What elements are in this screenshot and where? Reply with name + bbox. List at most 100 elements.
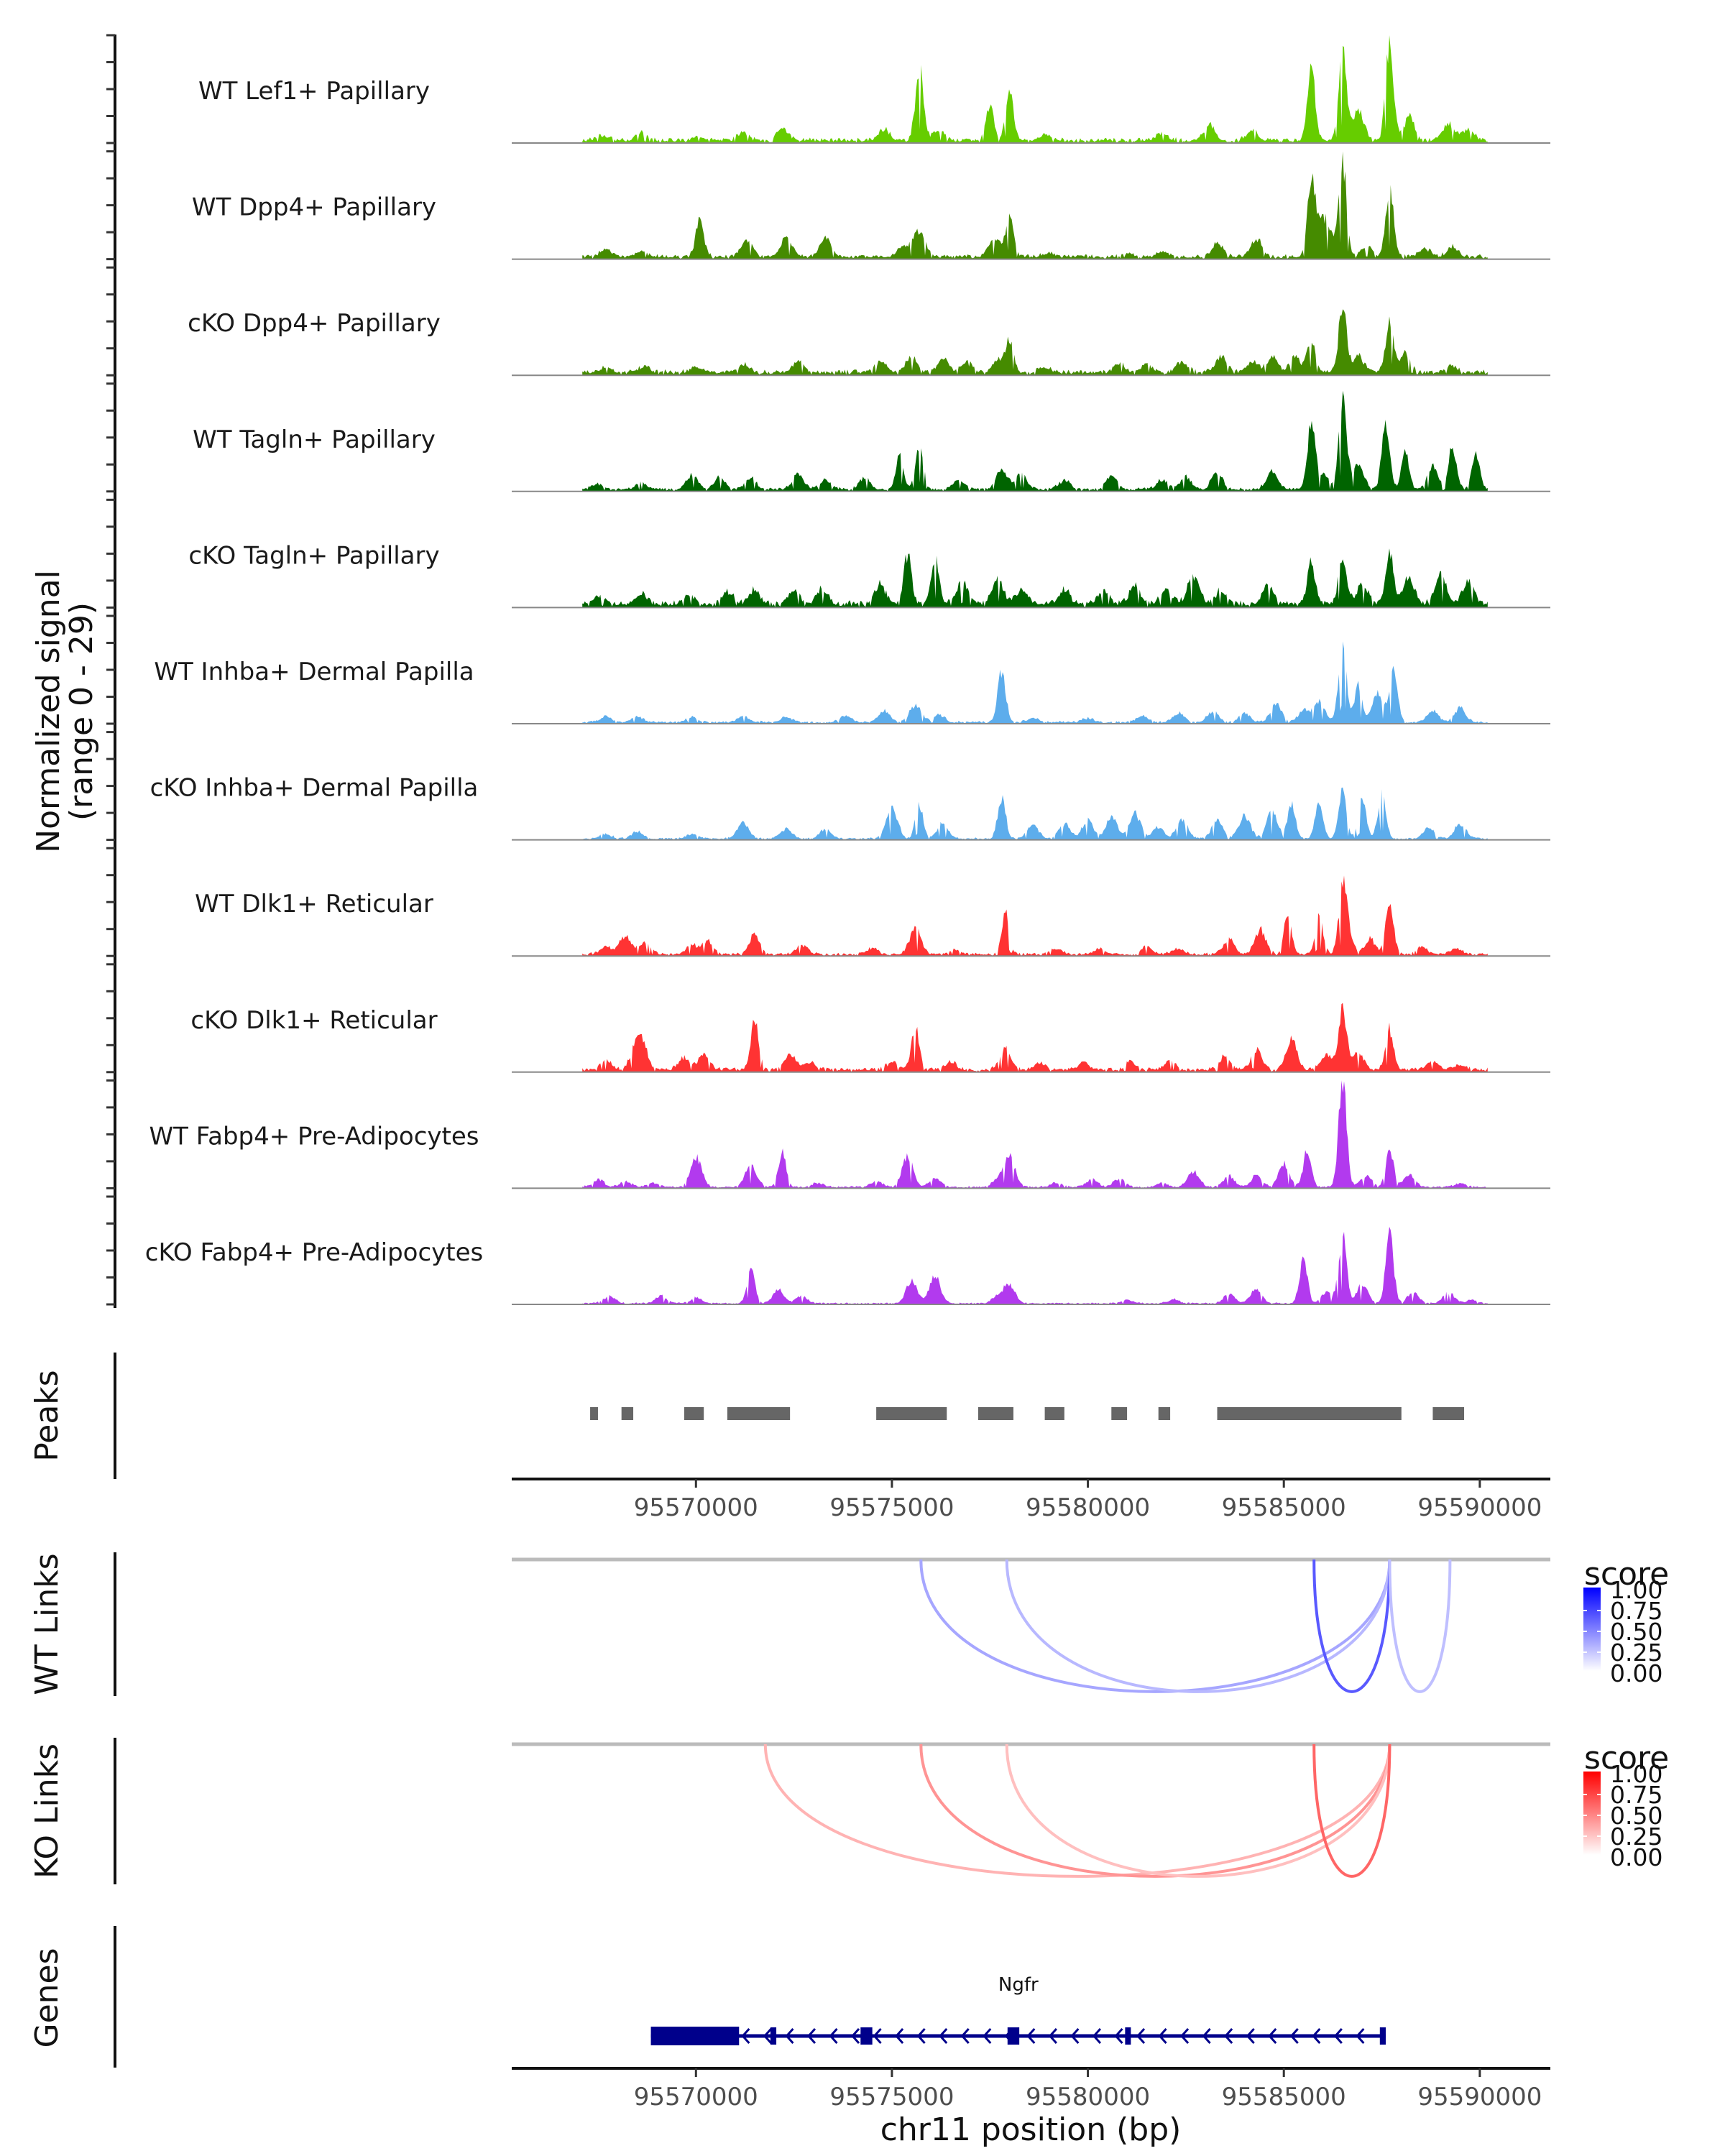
peaks-panel-label: Peaks [29,1370,65,1461]
link-arc [919,1559,1392,1693]
strand-arrow-icon [1356,2027,1365,2045]
peak-region [978,1407,1013,1420]
ko-score-legend: score 1.000.750.500.250.00 [1583,1740,1669,1871]
x-tick-label: 95590000 [1417,2083,1542,2111]
track-7: WT Dlk1+ Reticular [195,875,1550,957]
legend-tick-label: 1.00 [1610,1760,1662,1788]
peak-region [684,1407,704,1420]
strand-arrow-icon [873,2027,882,2045]
gene-exon [650,2027,740,2045]
track-label: cKO Dlk1+ Reticular [190,1006,437,1035]
link-arc [763,1743,1392,1878]
signal-area [582,309,1488,376]
strand-arrow-icon [1136,2027,1146,2045]
strand-arrow-icon [741,2027,750,2045]
peak-region [1432,1407,1465,1420]
legend-tick-label: 0.50 [1610,1802,1662,1830]
strand-arrow-icon [1289,2027,1299,2045]
track-6: cKO Inhba+ Dermal Papilla [150,774,1550,841]
strand-arrow-icon [960,2027,970,2045]
legend-tick-label: 0.75 [1610,1597,1662,1625]
link-arc [919,1743,1392,1878]
track-label: WT Dpp4+ Papillary [192,193,436,222]
track-label: cKO Tagln+ Papillary [188,541,439,570]
peak-region [1044,1407,1064,1420]
wt-legend-colorbar [1583,1588,1601,1671]
wt-score-legend: score 1.000.750.500.250.00 [1583,1556,1669,1687]
ko-links [512,1742,1550,1878]
strand-arrow-icon [1202,2027,1211,2045]
signal-area [582,1080,1488,1189]
strand-arrow-icon [1246,2027,1255,2045]
track-9: WT Fabp4+ Pre-Adipocytes [150,1080,1550,1189]
ko-links-panel-label: KO Links [29,1743,65,1879]
x-tick-label: 95590000 [1417,1493,1542,1522]
peak-region [1158,1407,1171,1420]
signal-area [582,1003,1488,1072]
x-tick-label: 95585000 [1222,1493,1346,1522]
track-0: WT Lef1+ Papillary [198,35,1550,144]
peak-region [727,1407,791,1420]
strand-arrow-icon [1333,2027,1343,2045]
strand-arrow-icon [1026,2027,1036,2045]
link-arc [1312,1743,1392,1878]
gene-exon [1007,2027,1020,2045]
x-tick-label: 95580000 [1026,1493,1150,1522]
legend-tick-label: 0.00 [1610,1843,1662,1871]
signal-area [582,35,1488,143]
track-y-axis [106,34,116,1308]
link-arc [1005,1559,1392,1693]
track-1: WT Dpp4+ Papillary [192,151,1550,260]
track-4: cKO Tagln+ Papillary [188,541,1550,609]
strand-arrow-icon [939,2027,948,2045]
ko-legend-title: score [1584,1740,1669,1777]
strand-arrow-icon [829,2027,838,2045]
link-arc [1005,1743,1392,1878]
strand-arrow-icon [1048,2027,1057,2045]
track-label: cKO Fabp4+ Pre-Adipocytes [145,1238,484,1267]
track-5: WT Inhba+ Dermal Papilla [154,641,1550,724]
y-axis-title-line1: Normalized signal [30,570,67,853]
wt-links [512,1557,1550,1693]
peak-region [590,1407,598,1420]
strand-arrow-icon [785,2027,794,2045]
y-axis-title: Normalized signal (range 0 - 29) [30,570,100,853]
gene-exon [860,2027,873,2045]
gene-name-label: Ngfr [998,1974,1039,1996]
legend-tick-label: 0.25 [1610,1823,1662,1851]
signal-area [582,390,1488,492]
track-2: cKO Dpp4+ Papillary [188,309,1550,377]
ko-legend-colorbar [1583,1772,1601,1855]
peak-region [876,1407,947,1420]
strand-arrow-icon [1158,2027,1167,2045]
x-axis-title: chr11 position (bp) [880,2111,1182,2148]
wt-legend-title: score [1584,1556,1669,1593]
track-8: cKO Dlk1+ Reticular [190,1003,1550,1073]
strand-arrow-icon [851,2027,860,2045]
strand-arrow-icon [895,2027,904,2045]
strand-arrow-icon [1070,2027,1080,2045]
legend-tick-label: 0.50 [1610,1618,1662,1646]
x-tick-label: 95570000 [634,2083,758,2111]
signal-area [582,787,1488,840]
genes-panel-label: Genes [29,1948,65,2047]
legend-tick-label: 0.75 [1610,1781,1662,1809]
wt-links-panel-label: WT Links [29,1553,65,1695]
signal-area [582,875,1488,957]
gene-model: Ngfr [650,1974,1386,2045]
signal-area [582,151,1488,259]
track-label: WT Tagln+ Papillary [193,425,436,454]
peak-region [1111,1407,1128,1420]
x-tick-label: 95580000 [1026,2083,1150,2111]
track-label: cKO Dpp4+ Papillary [188,309,441,338]
peak-region [1217,1407,1402,1420]
y-axis-title-line2: (range 0 - 29) [63,602,100,821]
x-tick-label: 95585000 [1222,2083,1346,2111]
strand-arrow-icon [1114,2027,1123,2045]
signal-area [582,1227,1488,1304]
x-axis-bottom: 95570000 95575000 95580000 95585000 95590000 [512,2067,1550,2111]
gene-exon [1379,2027,1386,2045]
track-label: WT Lef1+ Papillary [198,77,430,106]
link-arc [1312,1559,1392,1693]
